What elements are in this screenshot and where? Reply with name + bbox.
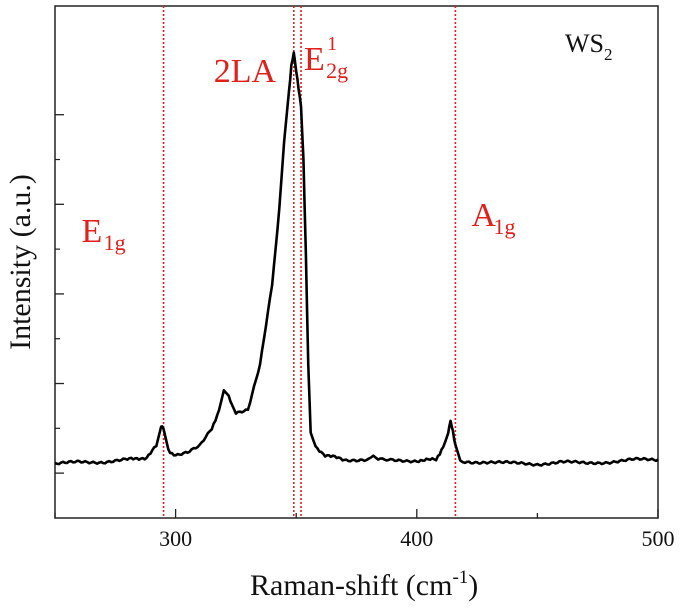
peak-label-a1g: A1g (471, 197, 515, 239)
sample-label-main: WS (565, 29, 604, 58)
x-tick-label: 400 (400, 526, 433, 551)
x-tick-label: 300 (159, 526, 192, 551)
peak-label-main: A (471, 197, 496, 234)
y-axis-label: Intensity (a.u.) (4, 174, 37, 350)
series-line-ws2 (54, 51, 659, 467)
peak-label-sup: 1 (327, 33, 337, 55)
peak-label-sub: 1g (493, 214, 515, 239)
peak-label-main: 2LA (214, 53, 277, 90)
sample-label-sub: 2 (604, 45, 613, 64)
x-axis-label-sup: -1 (452, 567, 468, 588)
plot-frame (54, 5, 659, 519)
series-group (54, 51, 659, 467)
x-axis-label-end: ) (468, 569, 478, 602)
peak-label-sub: 1g (104, 230, 126, 255)
peak-label-2la: 2LA (214, 53, 277, 90)
x-axis-label-text: Raman-shift (cm (250, 569, 452, 602)
peak-label-e2g1: E 1 2g (304, 33, 348, 83)
ticks-group (54, 114, 659, 518)
peak-label-main: E (82, 213, 103, 250)
sample-label: WS 2 (565, 29, 613, 64)
x-axis-label: Raman-shift (cm-1) (250, 567, 478, 602)
peak-markers-group (162, 6, 457, 518)
peak-label-main: E (304, 41, 325, 78)
peak-label-e1g: E 1g (82, 213, 126, 255)
peak-label-sub: 2g (326, 58, 348, 83)
plot-frame-group (54, 5, 659, 519)
x-tick-label: 500 (642, 526, 675, 551)
